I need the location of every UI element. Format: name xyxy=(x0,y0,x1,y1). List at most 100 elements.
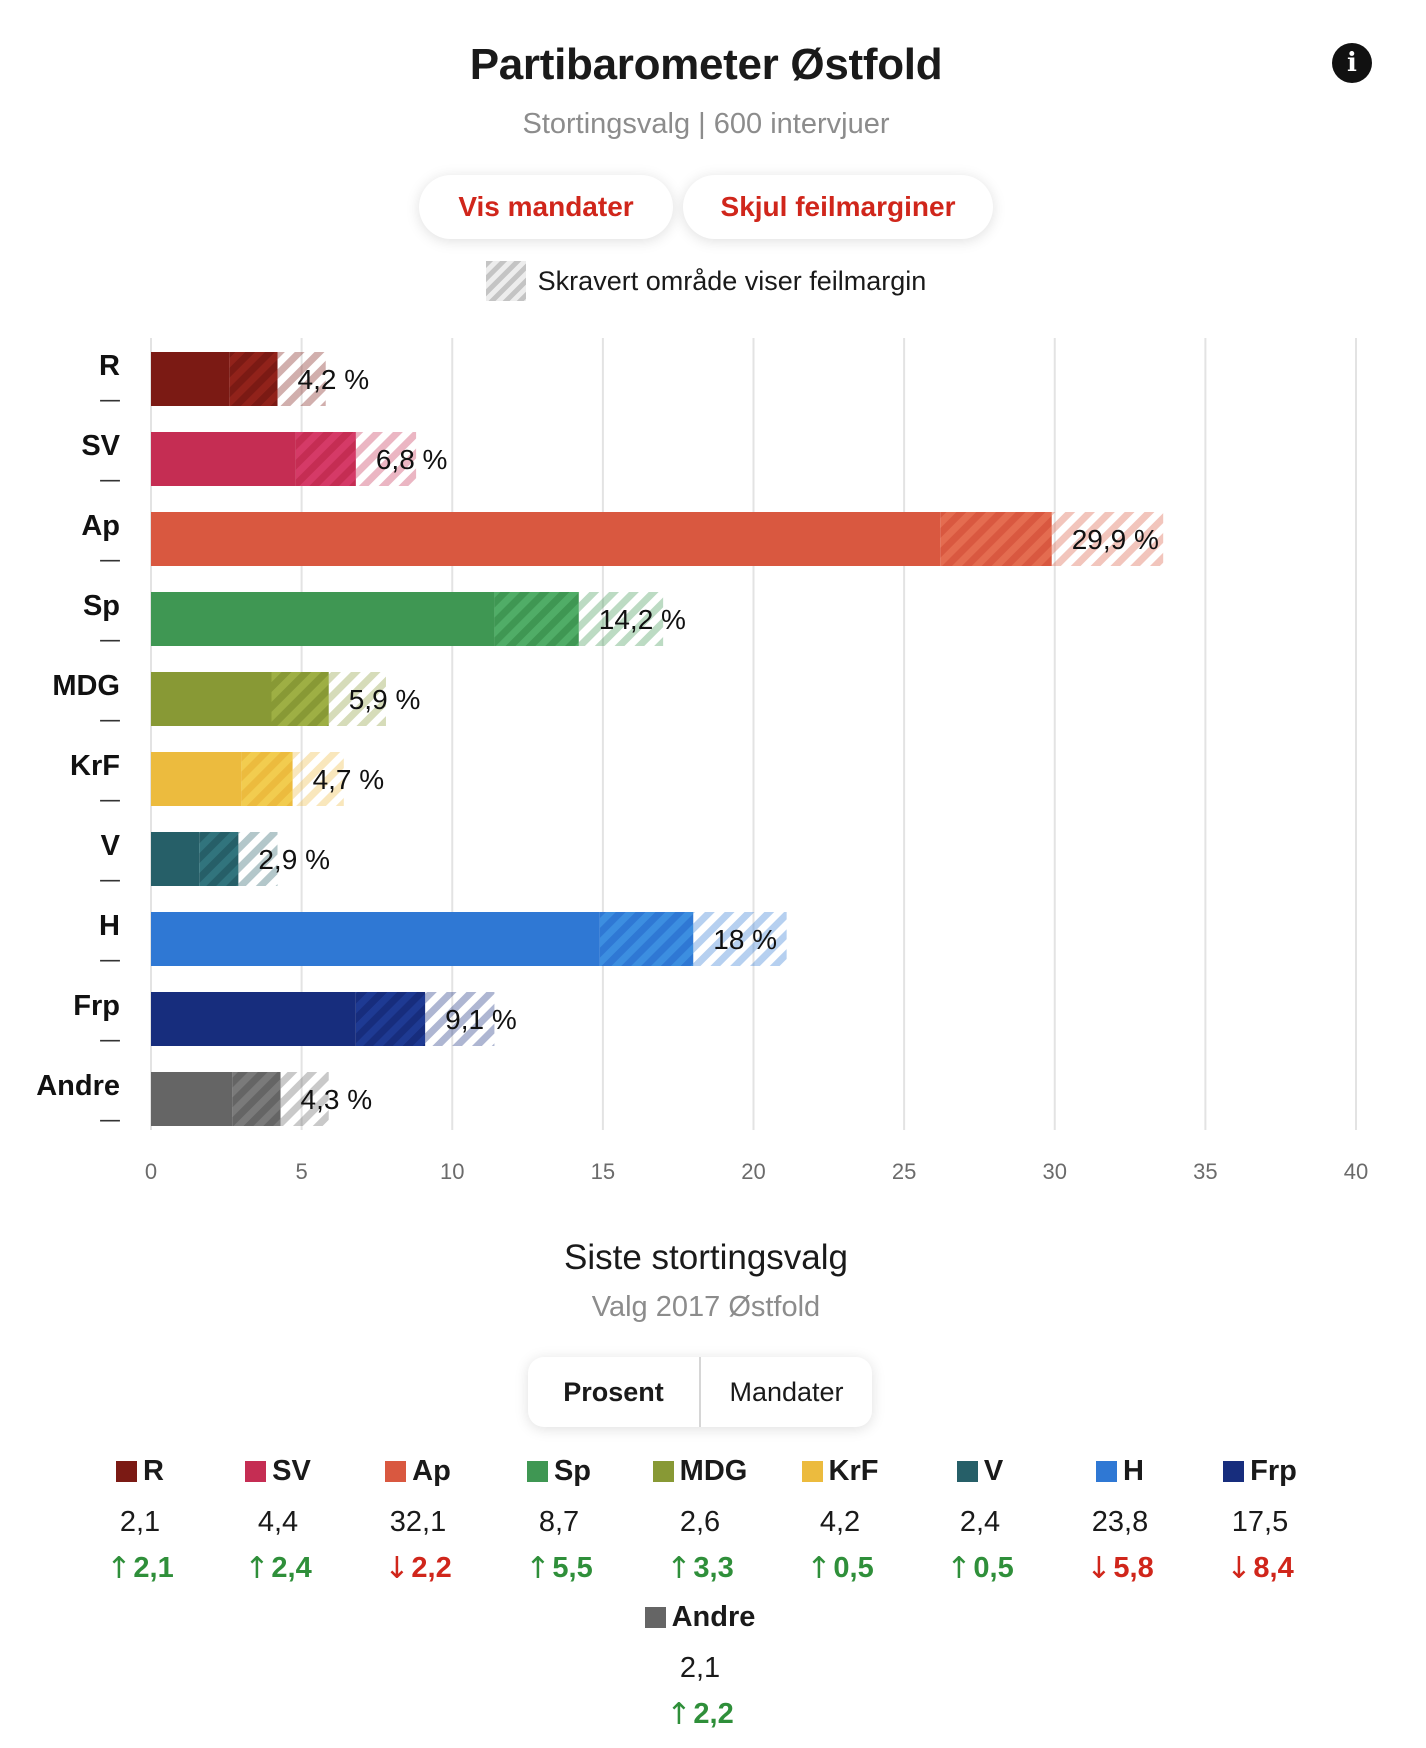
row-marker: — xyxy=(99,868,121,893)
arrow-up-icon: ↑ xyxy=(946,1551,972,1586)
result-party-header: H xyxy=(1050,1455,1190,1488)
hatch-swatch-icon xyxy=(485,261,526,301)
arrow-up-icon: ↑ xyxy=(244,1551,270,1586)
error-margin-upper xyxy=(578,592,664,646)
bar xyxy=(151,672,272,726)
bar-row-mdg: 5,9 % MDG — xyxy=(52,670,420,733)
arrow-up-icon: ↑ xyxy=(525,1551,551,1586)
error-margin-upper xyxy=(277,352,326,406)
party-name: Ap xyxy=(412,1455,451,1487)
party-name: SV xyxy=(272,1455,311,1487)
bar-row-ap: 29,9 % Ap — xyxy=(81,510,1164,573)
result-party-header: Ap xyxy=(348,1455,488,1488)
error-margin-lower-hatch xyxy=(494,592,579,646)
result-party-header: Sp xyxy=(489,1455,629,1488)
x-tick-label: 35 xyxy=(1193,1159,1217,1184)
party-color-swatch xyxy=(1223,1461,1245,1482)
party-change-value: 2,4 xyxy=(271,1552,312,1584)
tab-mandater[interactable]: Mandater xyxy=(729,1376,844,1407)
y-category-label: Andre xyxy=(36,1070,120,1102)
result-party-header: SV xyxy=(208,1455,348,1488)
row-marker: — xyxy=(99,948,121,973)
x-tick-label: 20 xyxy=(741,1159,765,1184)
row-marker: — xyxy=(99,1108,121,1133)
y-category-label: V xyxy=(101,830,121,862)
bar-row-sp: 14,2 % Sp — xyxy=(83,590,686,653)
party-result-value: 23,8 xyxy=(1091,1506,1149,1538)
error-margin-upper xyxy=(1051,512,1164,566)
show-seats-button[interactable]: Vis mandater xyxy=(419,175,673,239)
party-result-value: 8,7 xyxy=(538,1506,580,1538)
error-margin-upper xyxy=(328,672,386,726)
y-category-label: Frp xyxy=(73,990,120,1022)
party-change-value: 3,3 xyxy=(693,1552,734,1584)
result-ap: Ap 32,1 ↓ 2,2 xyxy=(348,1455,488,1586)
result-v: V 2,4 ↑ 0,5 xyxy=(910,1455,1050,1586)
error-margin-upper xyxy=(280,1072,329,1126)
result-party-header: KrF xyxy=(770,1455,910,1488)
result-sp: Sp 8,7 ↑ 5,5 xyxy=(489,1455,629,1586)
bar xyxy=(151,432,296,486)
y-category-label: SV xyxy=(81,430,120,462)
party-color-swatch xyxy=(116,1461,138,1482)
bar-row-v: 2,9 % V — xyxy=(99,830,330,893)
y-category-label: Sp xyxy=(83,590,120,622)
error-margin-upper xyxy=(292,752,344,806)
party-result-value: 32,1 xyxy=(389,1506,447,1538)
arrow-down-icon: ↓ xyxy=(384,1551,410,1586)
party-color-swatch xyxy=(245,1461,267,1482)
result-party-header: MDG xyxy=(630,1455,770,1488)
tab-prosent[interactable]: Prosent xyxy=(563,1376,664,1407)
chart-subtitle: Stortingsvalg | 600 intervjuer xyxy=(522,108,890,140)
y-category-label: H xyxy=(99,910,120,942)
party-result-value: 2,4 xyxy=(959,1506,1001,1538)
party-name: Andre xyxy=(671,1601,756,1633)
arrow-up-icon: ↑ xyxy=(106,1551,132,1586)
bar-value-label: 4,7 % xyxy=(313,764,385,795)
error-margin-lower-hatch xyxy=(295,432,356,486)
result-mdg: MDG 2,6 ↑ 3,3 xyxy=(630,1455,770,1586)
party-color-swatch xyxy=(526,1461,548,1482)
error-margin-upper xyxy=(238,832,278,886)
error-margin-legend-label: Skravert område viser feilmargin xyxy=(537,265,927,296)
bar-row-r: 4,2 % R — xyxy=(99,350,369,413)
x-tick-label: 25 xyxy=(892,1159,916,1184)
result-party-header: V xyxy=(910,1455,1050,1488)
result-party-header: R xyxy=(70,1455,210,1488)
bar xyxy=(151,992,356,1046)
party-name: Sp xyxy=(553,1455,592,1487)
party-change: ↓ 5,8 xyxy=(1050,1551,1190,1586)
party-change: ↑ 5,5 xyxy=(489,1551,629,1586)
party-change: ↑ 3,3 xyxy=(630,1551,770,1586)
info-icon[interactable]: i xyxy=(1332,43,1372,83)
toggle-buttons: Vis mandater Skjul feilmarginer xyxy=(0,175,1412,239)
party-change-value: 0,5 xyxy=(973,1552,1014,1584)
row-marker: — xyxy=(99,1028,121,1053)
error-margin-lower-hatch xyxy=(229,352,278,406)
bar-row-krf: 4,7 % KrF — xyxy=(70,750,384,813)
error-margin-lower-hatch xyxy=(271,672,329,726)
bar xyxy=(151,352,230,406)
error-margin-lower-hatch xyxy=(355,992,426,1046)
bar xyxy=(151,592,495,646)
bar-row-frp: 9,1 % Frp — xyxy=(73,990,516,1053)
y-category-label: MDG xyxy=(52,670,120,702)
error-margin-lower-hatch xyxy=(599,912,694,966)
party-color-swatch xyxy=(801,1461,823,1482)
result-r: R 2,1 ↑ 2,1 xyxy=(70,1455,210,1586)
bar-value-label: 29,9 % xyxy=(1072,524,1159,555)
hide-error-margins-button[interactable]: Skjul feilmarginer xyxy=(683,175,993,239)
error-margin-upper xyxy=(693,912,787,966)
party-name: R xyxy=(143,1455,164,1487)
bar-value-label: 6,8 % xyxy=(376,444,448,475)
result-h: H 23,8 ↓ 5,8 xyxy=(1050,1455,1190,1586)
party-change-value: 5,8 xyxy=(1113,1552,1154,1584)
party-result-value: 2,1 xyxy=(119,1506,161,1538)
bar-value-label: 18 % xyxy=(713,924,777,955)
y-category-label: KrF xyxy=(70,750,120,782)
previous-election-title: Siste stortingsvalg xyxy=(563,1238,849,1277)
party-name: Frp xyxy=(1250,1455,1297,1487)
bar-value-label: 2,9 % xyxy=(258,844,330,875)
bar-row-andre: 4,3 % Andre — xyxy=(36,1070,372,1133)
party-result-value: 4,2 xyxy=(819,1506,861,1538)
